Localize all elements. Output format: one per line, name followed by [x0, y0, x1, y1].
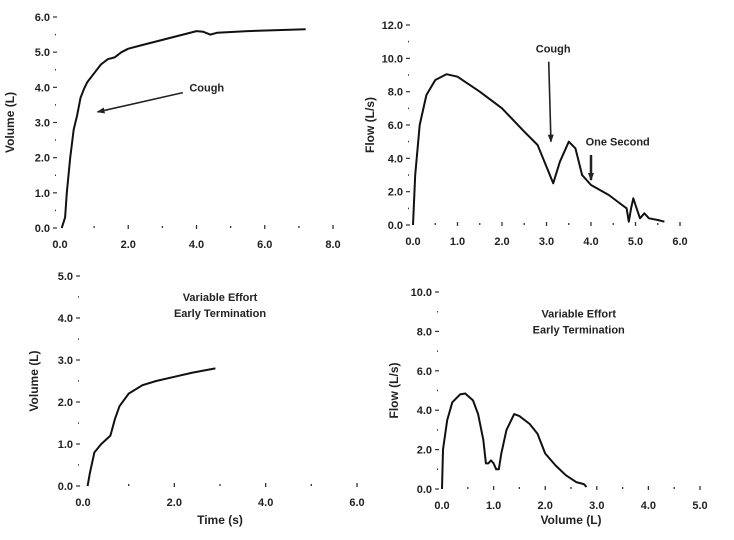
- y-tick-label: 0.0: [388, 220, 403, 232]
- y-tick-label: 5.0: [35, 47, 50, 59]
- x-tick-label: 5.0: [628, 236, 643, 248]
- x-tick-label: 0.0: [405, 236, 420, 248]
- x-tick-label: 6.0: [257, 239, 272, 251]
- series-line-flow-volume: [412, 73, 665, 226]
- annotation-label: Early Termination: [174, 308, 266, 320]
- y-tick-label: 6.0: [35, 12, 50, 24]
- annotation-arrow: [96, 91, 184, 114]
- y-tick-label: 10.0: [411, 287, 432, 299]
- y-tick-label: 4.0: [58, 313, 73, 325]
- x-axis-label: Volume (L): [540, 513, 601, 527]
- y-tick-label: 3.0: [58, 355, 73, 367]
- y-axis-label: Flow (L/s): [363, 97, 377, 153]
- y-tick-label: 2.0: [388, 187, 403, 199]
- y-tick-label: 4.0: [35, 82, 50, 94]
- x-tick-label: 2.0: [167, 497, 182, 509]
- x-tick-label: 3.0: [589, 500, 604, 512]
- annotation-label: Variable Effort: [541, 309, 616, 321]
- panel-2: 0.0 2.0 4.0 6.0 8.0 10.0 12.0 0.0 1.0 2.0 3.0 4.0 5.…: [363, 20, 688, 248]
- panel-1: 0.0 1.0 2.0 3.0 4.0 5.0 6.0 0.0 2.0 4.0 6.0 8.0 Volu…: [3, 12, 341, 251]
- y-tick-label: 1.0: [58, 439, 73, 451]
- x-tick-label: 5.0: [692, 500, 707, 512]
- x-tick-label: 4.0: [641, 500, 656, 512]
- series-line-volume-time: [86, 367, 216, 487]
- y-tick-label: 5.0: [58, 271, 73, 283]
- annotation-label: Early Termination: [533, 324, 625, 336]
- annotation-label: Cough: [189, 82, 224, 94]
- y-tick-label: 2.0: [35, 153, 50, 165]
- x-tick-label: 2.0: [538, 500, 553, 512]
- y-tick-label: 12.0: [382, 20, 403, 32]
- x-tick-label: 3.0: [539, 236, 554, 248]
- series-line-volume-time: [60, 28, 306, 229]
- series-line-flow-volume: [441, 392, 588, 490]
- y-tick-label: 2.0: [417, 445, 432, 457]
- y-tick-label: 10.0: [382, 53, 403, 65]
- y-axis-label: Flow (L/s): [387, 363, 401, 419]
- y-tick-label: 4.0: [417, 405, 432, 417]
- y-tick-label: 6.0: [417, 366, 432, 378]
- y-axis-label: Volume (L): [27, 350, 41, 411]
- annotation-label: Cough: [536, 43, 571, 55]
- annotation-arrow: [547, 61, 554, 143]
- x-axis-label: Time (s): [197, 513, 243, 527]
- x-tick-label: 2.0: [121, 239, 136, 251]
- x-tick-label: 1.0: [486, 500, 501, 512]
- panel-4: 0.0 2.0 4.0 6.0 8.0 10.0 0.0 1.0 2.0 3.0 4.0 5.0 Flo…: [387, 287, 708, 527]
- x-tick-label: 0.0: [434, 500, 449, 512]
- x-tick-label: 8.0: [325, 239, 340, 251]
- y-tick-label: 0.0: [35, 223, 50, 235]
- y-tick-label: 3.0: [35, 118, 50, 130]
- y-tick-label: 6.0: [388, 120, 403, 132]
- y-tick-label: 0.0: [417, 484, 432, 496]
- y-tick-label: 8.0: [388, 87, 403, 99]
- x-tick-label: 6.0: [349, 497, 364, 509]
- panel-3: 0.0 1.0 2.0 3.0 4.0 5.0 0.0 2.0 4.0 6.0 Volume (L)…: [27, 271, 365, 527]
- y-tick-label: 4.0: [388, 153, 403, 165]
- x-tick-label: 2.0: [494, 236, 509, 248]
- x-tick-label: 4.0: [258, 497, 273, 509]
- x-tick-label: 0.0: [52, 239, 67, 251]
- y-axis-label: Volume (L): [3, 92, 17, 153]
- x-tick-label: 6.0: [672, 236, 687, 248]
- annotation-label: Variable Effort: [183, 292, 258, 304]
- y-tick-label: 2.0: [58, 397, 73, 409]
- x-tick-label: 0.0: [75, 497, 90, 509]
- x-tick-label: 4.0: [189, 239, 204, 251]
- annotation-label: One Second: [586, 137, 650, 149]
- y-tick-label: 8.0: [417, 326, 432, 338]
- x-tick-label: 4.0: [583, 236, 598, 248]
- x-tick-label: 1.0: [450, 236, 465, 248]
- y-tick-label: 1.0: [35, 188, 50, 200]
- y-tick-label: 0.0: [58, 481, 73, 493]
